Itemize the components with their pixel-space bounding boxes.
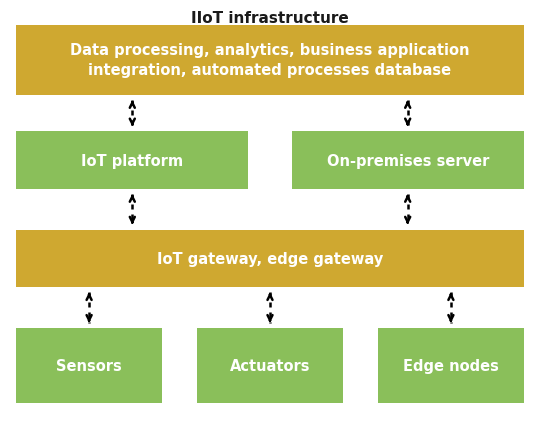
- Text: Edge nodes: Edge nodes: [403, 358, 499, 373]
- Text: Data processing, analytics, business application
integration, automated processe: Data processing, analytics, business app…: [70, 43, 470, 78]
- Bar: [16, 132, 248, 190]
- Bar: [378, 328, 524, 403]
- Bar: [197, 328, 343, 403]
- Text: Actuators: Actuators: [230, 358, 310, 373]
- Bar: [292, 132, 524, 190]
- Bar: [16, 26, 524, 96]
- Bar: [16, 328, 162, 403]
- Text: IIoT infrastructure: IIoT infrastructure: [191, 11, 349, 26]
- Bar: [16, 230, 524, 288]
- Text: IoT platform: IoT platform: [81, 153, 184, 168]
- Text: On-premises server: On-premises server: [327, 153, 489, 168]
- Text: Sensors: Sensors: [56, 358, 122, 373]
- Text: IoT gateway, edge gateway: IoT gateway, edge gateway: [157, 251, 383, 266]
